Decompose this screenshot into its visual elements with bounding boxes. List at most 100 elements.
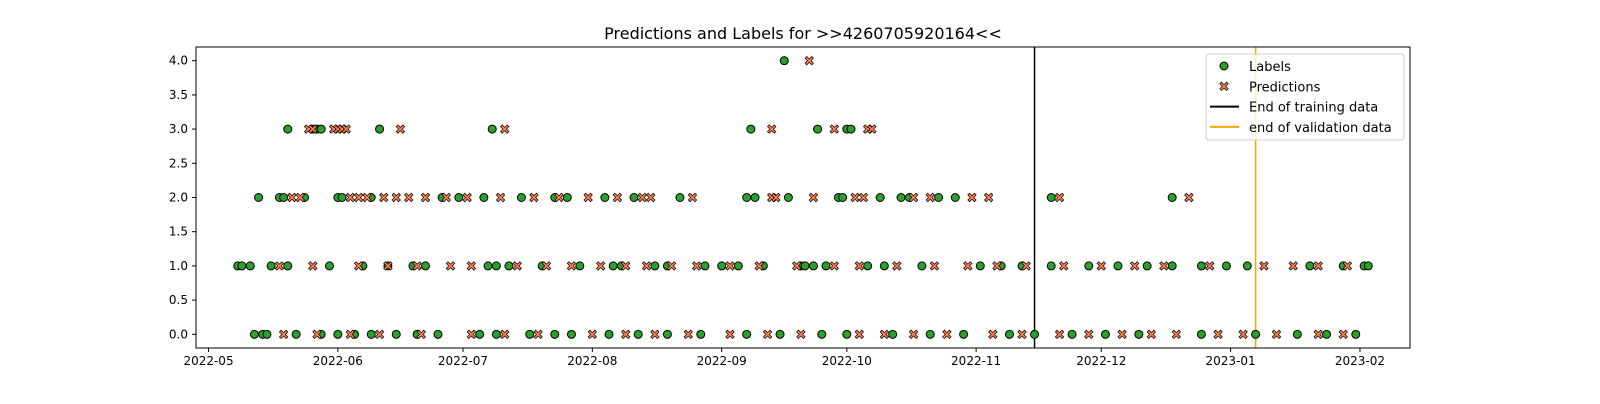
prediction-point	[621, 261, 631, 271]
prediction-point	[796, 329, 806, 340]
prediction-point	[1238, 329, 1248, 340]
label-point	[1113, 261, 1123, 271]
label-point	[249, 329, 259, 339]
label-point	[1292, 329, 1302, 339]
prediction-point	[792, 261, 802, 271]
label-point	[633, 329, 643, 339]
label-point	[842, 329, 852, 339]
prediction-point	[554, 192, 564, 203]
prediction-point	[929, 261, 940, 271]
prediction-point	[650, 329, 660, 340]
prediction-point	[612, 192, 623, 203]
prediction-point	[287, 192, 297, 203]
label-point	[879, 261, 889, 271]
prediction-point	[278, 329, 289, 340]
label-point	[1046, 261, 1056, 271]
prediction-point	[637, 192, 648, 203]
label-point	[245, 261, 255, 271]
x-axis: 2022-05 2022-06 2022-07 2022-08 2022-09 2022-…	[183, 348, 1385, 368]
prediction-point	[412, 261, 422, 271]
label-point	[1142, 261, 1152, 271]
label-point	[283, 124, 293, 134]
x-tick-label: 2023-01	[1206, 354, 1256, 368]
legend-box	[1205, 53, 1405, 141]
legend-marker-labels	[1219, 61, 1229, 71]
y-tick-label: 3.5	[169, 88, 188, 102]
prediction-point	[583, 192, 593, 203]
x-tick-label: 2022-12	[1076, 354, 1126, 368]
prediction-point	[416, 329, 426, 340]
prediction-point	[858, 192, 869, 203]
prediction-point	[533, 329, 543, 340]
label-point	[1221, 261, 1231, 271]
prediction-point	[341, 124, 351, 134]
label-point	[454, 193, 464, 202]
x-tick-label: 2022-06	[313, 354, 363, 368]
prediction-point	[771, 192, 781, 203]
prediction-point	[391, 192, 401, 203]
prediction-point	[495, 192, 506, 203]
prediction-point	[541, 261, 552, 271]
label-point	[800, 261, 810, 271]
label-point	[1196, 329, 1206, 339]
label-point	[1005, 329, 1015, 339]
prediction-point	[1054, 192, 1065, 203]
label-point	[959, 329, 969, 339]
label-point	[291, 329, 301, 339]
prediction-point	[850, 192, 860, 203]
label-point	[550, 329, 560, 339]
prediction-point	[854, 329, 865, 340]
label-point	[1363, 261, 1373, 271]
label-point	[950, 193, 960, 202]
prediction-point	[1159, 261, 1169, 271]
x-tick-label: 2022-05	[183, 354, 233, 368]
prediction-point	[354, 261, 364, 271]
plot-area	[233, 47, 1373, 348]
prediction-point	[1171, 329, 1182, 340]
prediction-point	[1259, 261, 1269, 271]
legend[interactable]: Labels Predictions End of training data end…	[1205, 53, 1405, 141]
y-tick-label: 2.0	[169, 191, 188, 205]
prediction-point	[992, 261, 1002, 271]
label-point	[742, 193, 752, 202]
label-point	[279, 193, 289, 202]
x-tick-label: 2022-10	[822, 354, 872, 368]
prediction-point	[1184, 192, 1194, 203]
label-point	[600, 193, 610, 202]
label-point	[487, 124, 497, 134]
prediction-point	[1313, 261, 1323, 271]
label-point	[604, 329, 614, 339]
prediction-point	[867, 124, 877, 134]
label-point	[1242, 261, 1252, 271]
label-point	[1046, 193, 1056, 202]
label-point	[237, 261, 247, 271]
label-point	[479, 193, 489, 202]
x-tick-label: 2022-08	[567, 354, 617, 368]
prediction-point	[725, 329, 735, 340]
legend-label: Labels	[1249, 60, 1291, 75]
prediction-point	[1059, 261, 1069, 271]
y-tick-label: 0.5	[169, 293, 188, 307]
prediction-point	[1313, 329, 1323, 340]
prediction-point	[312, 329, 322, 340]
label-point	[562, 193, 572, 202]
prediction-point	[762, 329, 773, 340]
label-point	[575, 261, 585, 271]
x-tick-label: 2022-09	[697, 354, 747, 368]
prediction-point	[804, 55, 814, 66]
label-point	[838, 193, 848, 202]
label-point	[846, 124, 856, 134]
label-point	[629, 193, 639, 202]
label-point	[717, 261, 727, 271]
label-point	[420, 261, 430, 271]
label-point	[566, 329, 576, 339]
label-point	[1196, 261, 1206, 271]
label-point	[608, 261, 618, 271]
prediction-point	[641, 261, 652, 271]
y-tick-label: 1.0	[169, 259, 188, 273]
label-point	[896, 193, 906, 202]
prediction-point	[666, 261, 677, 271]
label-point	[1251, 329, 1261, 339]
